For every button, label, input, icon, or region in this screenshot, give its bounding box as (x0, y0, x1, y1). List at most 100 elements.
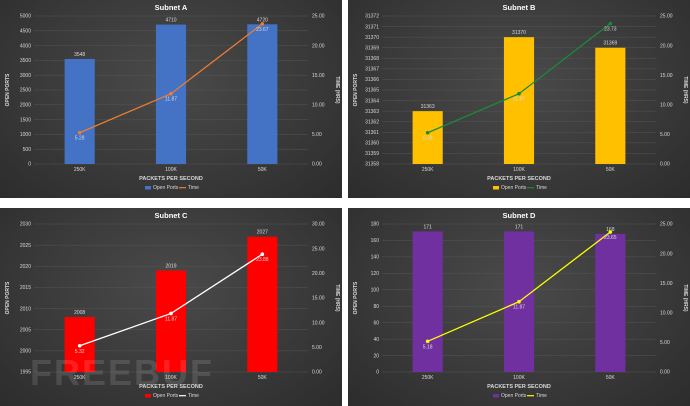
y2-tick-label: 20.00 (312, 271, 325, 277)
y-tick-label: 31366 (365, 77, 379, 83)
y-tick-label: 31364 (365, 98, 379, 104)
y-tick-label: 60 (373, 320, 379, 326)
y-tick-label: 3000 (20, 73, 31, 79)
y-tick-label: 20 (373, 353, 379, 359)
y2-tick-label: 15.00 (312, 296, 325, 302)
bar (64, 58, 95, 164)
bar-data-label: 31369 (603, 41, 617, 47)
time-data-label: 5.28 (423, 136, 433, 142)
y-tick-label: 31362 (365, 119, 379, 125)
chart-panel-subnet-d: Subnet D 0 20 40 60 80 100 120 140 160 180 0.00 5.00… (348, 208, 690, 406)
y-tick-label: 2010 (20, 306, 31, 312)
chart-svg: Subnet C 1995 2000 2005 2010 2015 2020 2025 2030… (5, 211, 340, 399)
time-point (260, 252, 265, 256)
y-tick-label: 4500 (20, 29, 31, 35)
x-axis-label: PACKETS PER SECOND (139, 384, 203, 390)
time-point (77, 343, 82, 348)
y2-tick-label: 25.00 (660, 222, 673, 228)
bar-data-label: 2027 (257, 230, 268, 236)
y-tick-label: 31367 (365, 67, 379, 73)
y-tick-label: 1995 (20, 370, 31, 376)
x-tick-label: 100K (513, 167, 525, 173)
x-tick-label: 50K (606, 375, 616, 381)
legend-label-time: Time (536, 185, 547, 191)
chart-panel-subnet-c: Subnet C 1995 2000 2005 2010 2015 2020 2025 2030… (0, 208, 342, 406)
bar-data-label: 3548 (74, 52, 85, 58)
y-tick-label: 31372 (365, 14, 379, 20)
time-point (169, 91, 173, 96)
y-axis-label: OPEN PORTS (5, 281, 11, 314)
y2-tick-label: 15.00 (660, 281, 673, 287)
time-data-label: 11.87 (165, 316, 177, 322)
time-point (425, 130, 430, 135)
y-tick-label: 2030 (20, 222, 31, 228)
y-tick-label: 31365 (365, 88, 379, 94)
time-point (169, 311, 173, 316)
y-tick-label: 0 (28, 162, 31, 168)
y-tick-label: 500 (23, 147, 32, 153)
bar (412, 231, 443, 372)
y-tick-label: 100 (371, 287, 380, 293)
x-axis-label: PACKETS PER SECOND (139, 176, 203, 182)
time-point (608, 230, 613, 234)
y-tick-label: 2020 (20, 264, 31, 270)
y-axis-label: OPEN PORTS (5, 73, 11, 106)
y-tick-label: 2005 (20, 327, 31, 333)
bar (247, 24, 278, 165)
chart-svg: Subnet D 0 20 40 60 80 100 120 140 160 180 0.00 5.00… (353, 211, 688, 399)
y-tick-label: 0 (376, 370, 379, 376)
y-tick-label: 2015 (20, 285, 31, 291)
y-tick-label: 140 (371, 255, 380, 261)
chart-title: Subnet B (503, 3, 536, 12)
bar-data-label: 171 (423, 224, 432, 230)
legend-label-time: Time (188, 185, 199, 191)
time-data-label: 11.87 (513, 97, 525, 103)
y-tick-label: 31360 (365, 141, 379, 147)
bar-data-label: 168 (606, 227, 615, 233)
chart-panel-subnet-a: Subnet A 0 500 1000 1500 2000 2500 3000 3500 4000… (0, 0, 342, 198)
y2-tick-label: 0.00 (312, 370, 322, 376)
legend-label-open-ports: Open Ports (153, 185, 179, 191)
y2-tick-label: 5.00 (312, 132, 322, 138)
time-data-label: 23.88 (256, 257, 269, 263)
y2-tick-label: 5.00 (660, 132, 670, 138)
bar-data-label: 31370 (512, 30, 526, 36)
x-tick-label: 250K (422, 375, 434, 381)
y-tick-label: 2025 (20, 243, 31, 249)
time-point (425, 339, 430, 344)
x-axis-label: PACKETS PER SECOND (487, 384, 551, 390)
bar (503, 37, 535, 165)
legend-swatch-open-ports (145, 186, 151, 190)
legend-swatch-open-ports (493, 394, 499, 398)
legend-label-open-ports: Open Ports (501, 185, 527, 191)
time-data-label: 5.28 (75, 136, 85, 142)
y2-tick-label: 15.00 (660, 73, 673, 79)
time-point (608, 21, 613, 26)
y2-axis-label: TIME (HRS) (334, 284, 340, 312)
legend-label-time: Time (536, 393, 547, 399)
y-tick-label: 2000 (20, 349, 31, 355)
y2-tick-label: 10.00 (660, 103, 673, 109)
y-tick-label: 31370 (365, 35, 379, 41)
y-tick-label: 1500 (20, 117, 31, 123)
y2-tick-label: 15.00 (312, 73, 325, 79)
y2-tick-label: 10.00 (312, 103, 325, 109)
y2-tick-label: 0.00 (312, 162, 322, 168)
bar-data-label: 4720 (257, 17, 268, 23)
y-tick-label: 120 (371, 271, 380, 277)
time-point (517, 91, 521, 96)
legend-label-open-ports: Open Ports (501, 393, 527, 399)
time-data-label: 23.73 (604, 27, 617, 33)
y-axis-label: OPEN PORTS (353, 281, 359, 314)
y2-tick-label: 10.00 (660, 311, 673, 317)
y2-tick-label: 20.00 (312, 43, 325, 49)
y-tick-label: 180 (371, 222, 380, 228)
legend-label-time: Time (188, 393, 199, 399)
bar-data-label: 31363 (421, 104, 435, 110)
bar (595, 47, 626, 164)
y2-tick-label: 10.00 (312, 320, 325, 326)
x-tick-label: 250K (74, 375, 86, 381)
time-data-label: 5.18 (423, 344, 433, 350)
y-tick-label: 31369 (365, 45, 379, 51)
y2-tick-label: 20.00 (660, 43, 673, 49)
